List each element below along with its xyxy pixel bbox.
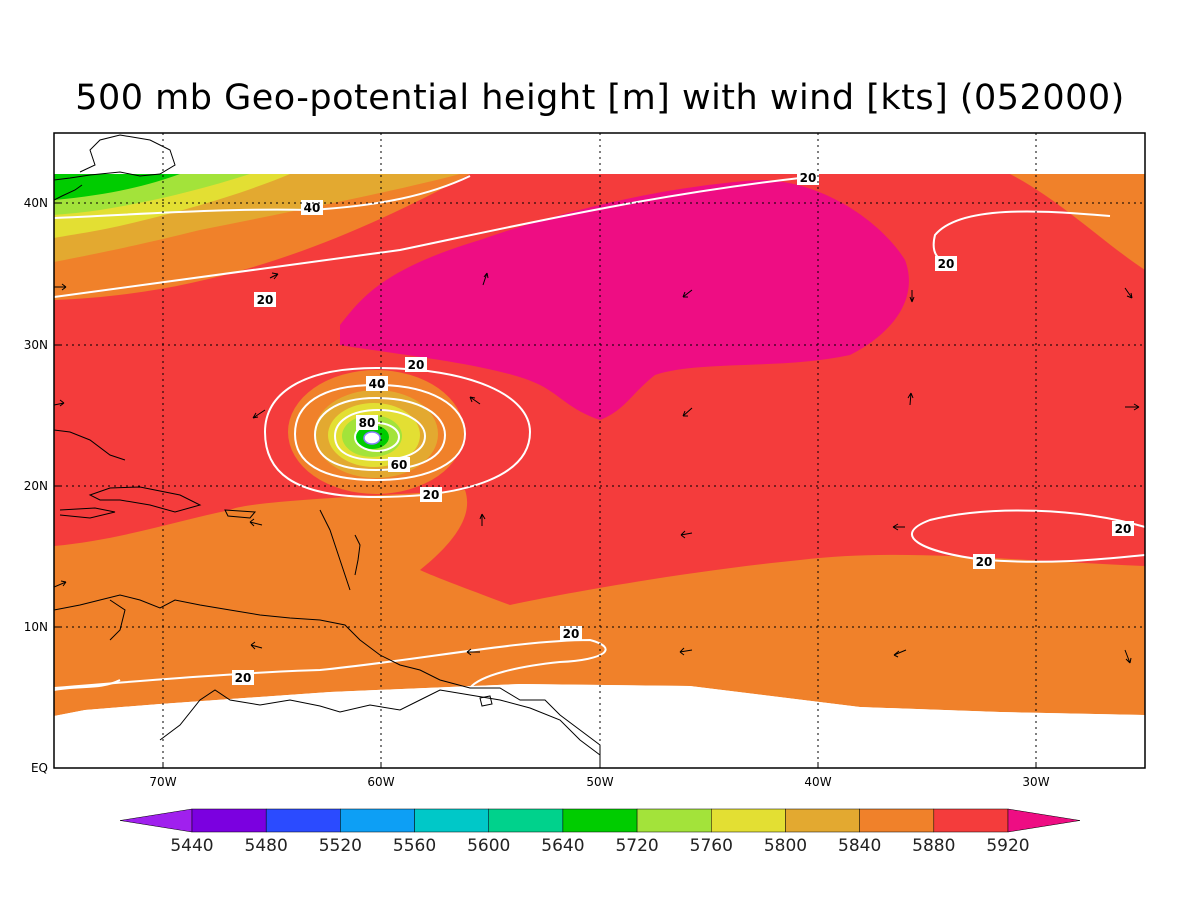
colorbar-label: 5880 [912,836,955,856]
svg-text:20: 20 [800,171,817,185]
contour-label: 20 [797,170,819,185]
colorbar-swatch [711,808,786,833]
colorbar-label: 5840 [838,836,881,856]
contour-label: 20 [232,670,254,685]
contour-label: 20 [405,357,427,372]
svg-text:20: 20 [563,627,580,641]
lon-tick-label: 50W [586,775,613,789]
svg-text:60: 60 [391,458,408,472]
axis-ticks [54,202,1037,769]
map-title: 500 mb Geo-potential height [m] with win… [75,78,1125,118]
wind-arrows [54,272,1140,664]
colorbar-swatch [636,808,712,833]
contour-label: 40 [301,200,323,215]
colorbar-label: 5720 [615,836,658,856]
svg-text:20: 20 [235,671,252,685]
colorbar-label: 5440 [170,836,213,856]
band-5920 [340,180,909,420]
lon-tick-label: 40W [804,775,831,789]
band-5640 [54,174,180,200]
colorbar-arrow-low [119,808,193,833]
contour-label: 20 [560,626,582,641]
contour-20-north [54,177,801,298]
colorbar-label: 5920 [986,836,1029,856]
colorbar-label: 5600 [467,836,510,856]
contour-label: 20 [254,292,276,307]
colorbar-label: 5640 [541,836,584,856]
contour-label: 80 [356,415,378,430]
colorbar-label: 5480 [245,836,288,856]
contour-40-north [54,175,471,219]
contour-label: 20 [935,256,957,271]
contour-label: 20 [1112,521,1134,536]
contour-label: 60 [388,457,410,472]
graticule [54,133,1145,768]
svg-text:40: 40 [304,201,321,215]
contour-40-hurricane [293,383,467,482]
svg-text:20: 20 [257,293,274,307]
contour-label: 20 [973,554,995,569]
lat-tick-label: 20N [24,479,48,493]
contour-20-east [911,509,1145,563]
colorbar-arrow-high [1007,808,1081,833]
svg-text:80: 80 [359,416,376,430]
contour-20-south [54,638,607,689]
colorbar-swatch [562,808,638,833]
contour-20-west [54,679,121,691]
coastlines [54,134,601,768]
hurricane-core [363,431,381,445]
lon-tick-label: 30W [1022,775,1049,789]
colorbar-swatch [859,808,935,833]
svg-text:20: 20 [1115,522,1132,536]
svg-text:20: 20 [938,257,955,271]
colorbar-swatch [340,808,415,833]
contour-label: 40 [366,376,388,391]
colorbar-swatch [933,808,1009,833]
contour-labels: 20 40 20 20 20 20 20 40 80 60 20 20 20 [232,170,1134,685]
svg-text:20: 20 [976,555,993,569]
colorbar-label: 5760 [690,836,733,856]
no-data-south [54,684,1145,768]
height-field: 20 40 20 20 20 20 20 40 80 60 20 20 20 [54,133,1145,768]
colorbar-swatch [191,808,267,833]
lat-tick-label: EQ [31,761,48,775]
svg-text:20: 20 [408,358,425,372]
colorbar-label: 5520 [319,836,362,856]
colorbar-label: 5560 [393,836,436,856]
lat-tick-label: 40N [24,196,48,210]
colorbar-swatch [785,808,860,833]
colorbar-label: 5800 [764,836,807,856]
contour-20-hurricane [263,366,532,499]
colorbar-swatch [265,808,341,833]
lon-tick-label: 60W [367,775,394,789]
colorbar: 5440 5480 5520 5560 5600 5640 5720 5760 5800 5840… [119,808,1081,856]
lat-tick-label: 30N [24,338,48,352]
contour-label: 20 [420,487,442,502]
svg-text:40: 40 [369,377,386,391]
contour-60-hurricane [313,396,447,472]
contour-80-hurricane [333,408,427,462]
lat-tick-label: 10N [24,620,48,634]
lon-tick-label: 70W [149,775,176,789]
svg-text:20: 20 [423,488,440,502]
colorbar-swatch [488,808,564,833]
colorbar-swatch [414,808,489,833]
